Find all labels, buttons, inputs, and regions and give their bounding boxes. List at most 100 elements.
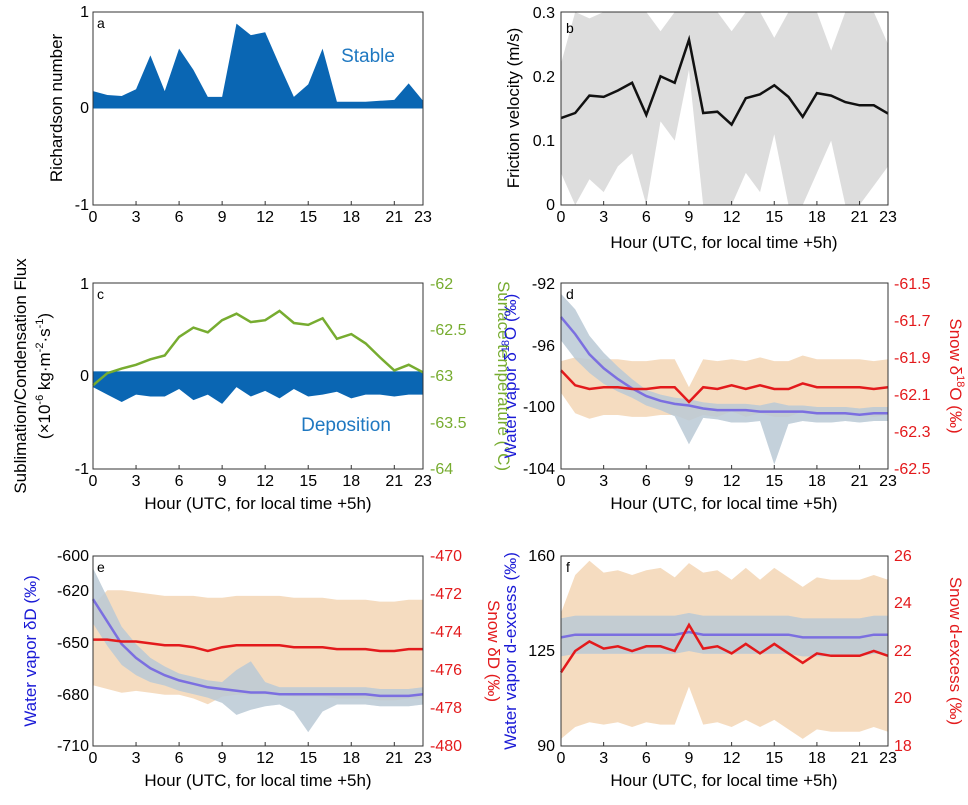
panel-c-ytick: 0 xyxy=(80,368,89,385)
x-tick-label: 15 xyxy=(299,750,317,767)
panel-f-ytick: 125 xyxy=(528,643,555,660)
panel-a-letter: a xyxy=(97,15,105,31)
x-tick-label: 9 xyxy=(218,473,227,490)
x-tick-label: 0 xyxy=(557,473,566,490)
x-tick-label: 9 xyxy=(685,473,694,490)
x-tick-label: 18 xyxy=(808,209,826,226)
panel-d: 0 3 6 9 12 15 18 21 23 d -92 -96 -100 -104 Water… xyxy=(500,276,966,513)
vapor-line xyxy=(560,630,888,639)
panel-e-y2tick: -476 xyxy=(430,662,462,679)
x-tick-label: 18 xyxy=(808,750,826,767)
x-tick-label: 23 xyxy=(414,209,432,226)
panel-a: 0 3 6 9 12 15 18 21 23 a Stable 1 0 -1 Richardso… xyxy=(47,4,432,226)
x-tick-label: 6 xyxy=(642,209,651,226)
panel-f-y2tick: 18 xyxy=(894,738,912,755)
panel-d-y2tick: -61.9 xyxy=(894,350,931,367)
panel-f-y2tick: 24 xyxy=(894,595,912,612)
panel-e-ylabel: Water vapor δD (‰) xyxy=(21,575,40,726)
x-tick-label: 21 xyxy=(385,750,403,767)
deposition-annotation: Deposition xyxy=(301,415,391,436)
panel-a-frame xyxy=(92,11,424,206)
x-tick-label: 12 xyxy=(256,473,274,490)
panel-e-y2tick: -478 xyxy=(430,700,462,717)
x-tick-label: 21 xyxy=(851,750,869,767)
panel-c-ytick: 1 xyxy=(80,276,89,293)
vapor-band xyxy=(561,293,888,465)
panel-c: 0 3 6 9 12 15 18 21 23 c Deposition 1 0 -1 Subli… xyxy=(11,258,513,513)
panel-b: 0 3 6 9 12 15 18 21 23 b 0.3 0.2 0.1 0 Friction … xyxy=(504,5,897,252)
panel-c-letter: c xyxy=(97,286,104,302)
panel-e-letter: e xyxy=(97,559,105,575)
panel-c-y2tick: -64 xyxy=(430,461,453,478)
x-tick-label: 9 xyxy=(685,209,694,226)
x-tick-label: 6 xyxy=(175,750,184,767)
snow-line xyxy=(559,622,889,674)
x-tick-label: 6 xyxy=(642,750,651,767)
x-tick-label: 23 xyxy=(414,473,432,490)
surface-temperature-line xyxy=(92,309,424,387)
snow-line xyxy=(93,638,423,653)
panel-c-y2tick: -62.5 xyxy=(430,322,467,339)
panel-e-y2tick: -472 xyxy=(430,586,462,603)
panel-b-letter: b xyxy=(566,20,574,36)
panel-b-ylabel: Friction velocity (m/s) xyxy=(504,28,523,189)
x-tick-label: 18 xyxy=(808,473,826,490)
panel-b-x-ticks: 0 3 6 9 12 15 18 21 23 xyxy=(557,201,897,226)
panel-e-ytick: -710 xyxy=(57,738,89,755)
x-tick-label: 6 xyxy=(175,209,184,226)
vapor-line xyxy=(560,316,888,417)
richardson-area xyxy=(93,23,423,109)
panel-c-ytick: -1 xyxy=(75,461,89,478)
x-tick-label: 15 xyxy=(765,473,783,490)
panel-a-ytick: 1 xyxy=(80,4,89,21)
panel-d-y2tick: -61.7 xyxy=(894,313,931,330)
x-tick-label: 18 xyxy=(342,750,360,767)
vapor-band xyxy=(93,568,423,733)
flux-zero-bar xyxy=(93,371,423,381)
x-tick-label: 21 xyxy=(851,473,869,490)
panel-c-marks xyxy=(92,309,424,404)
panel-e-frame xyxy=(92,555,424,747)
x-tick-label: 23 xyxy=(879,209,897,226)
panel-c-ylabel-line2: (×10-6 kg·m-2·s-1) xyxy=(34,313,54,439)
panel-d-xlabel: Hour (UTC, for local time +5h) xyxy=(610,494,837,513)
panel-d-letter: d xyxy=(566,286,574,302)
x-tick-label: 15 xyxy=(765,750,783,767)
overlap-band xyxy=(93,568,423,733)
panel-c-y2label: Surface temperature (°C) xyxy=(494,281,513,471)
panel-f-xlabel: Hour (UTC, for local time +5h) xyxy=(610,771,837,790)
panel-d-y2label: Snow δ18O (‰) xyxy=(946,318,966,433)
panel-c-xlabel: Hour (UTC, for local time +5h) xyxy=(144,494,371,513)
x-tick-label: 0 xyxy=(89,209,98,226)
panel-b-ytick: 0 xyxy=(546,197,555,214)
panel-e-x-ticks: 0 3 6 9 12 15 18 21 23 xyxy=(89,742,432,767)
panel-b-frame xyxy=(560,11,889,206)
panel-d-ytick: -96 xyxy=(532,338,555,355)
x-tick-label: 9 xyxy=(218,209,227,226)
x-tick-label: 21 xyxy=(851,209,869,226)
panel-c-y2tick: -63.5 xyxy=(430,415,467,432)
panel-e: 0 3 6 9 12 15 18 21 23 e -600 -620 -650 -680 -71… xyxy=(21,548,503,790)
overlap-band xyxy=(561,293,888,465)
panel-f-frame xyxy=(560,555,889,747)
panel-d-ytick: -104 xyxy=(523,461,555,478)
panel-e-ytick: -600 xyxy=(57,548,89,565)
snow-line xyxy=(560,369,889,404)
panel-a-ytick: 0 xyxy=(80,100,89,117)
x-tick-label: 15 xyxy=(765,209,783,226)
x-tick-label: 9 xyxy=(218,750,227,767)
panel-d-y2tick: -61.5 xyxy=(894,276,931,293)
panel-d-frame xyxy=(560,282,889,470)
x-tick-label: 21 xyxy=(385,209,403,226)
x-tick-label: 12 xyxy=(723,473,741,490)
panel-d-ytick: -100 xyxy=(523,399,555,416)
panel-f-y2tick: 22 xyxy=(894,643,912,660)
x-tick-label: 6 xyxy=(175,473,184,490)
panel-d-ylabel: Water vapor δ18O (‰) xyxy=(500,294,520,459)
x-tick-label: 0 xyxy=(89,750,98,767)
panel-c-frame xyxy=(92,282,424,470)
panel-e-y2tick: -474 xyxy=(430,624,462,641)
panel-f-letter: f xyxy=(566,559,570,575)
friction-line xyxy=(560,34,889,127)
